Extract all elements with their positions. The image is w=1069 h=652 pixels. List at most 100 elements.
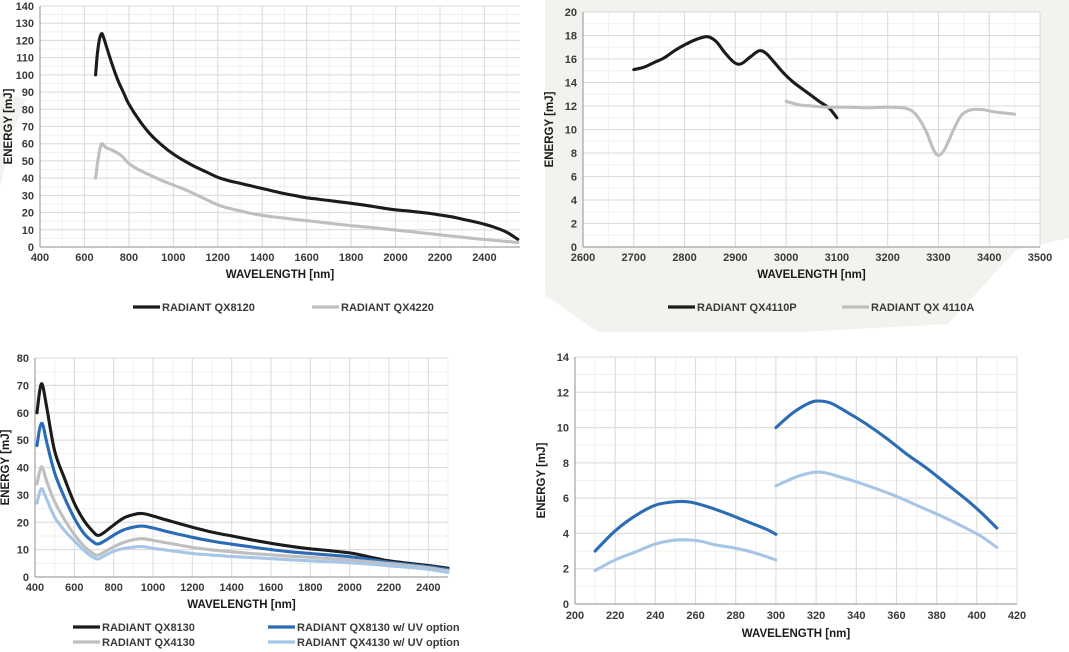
- x-tick-label: 3300: [926, 252, 950, 264]
- y-tick-label: 70: [17, 380, 29, 392]
- x-tick-label: 400: [968, 610, 986, 622]
- y-tick-label: 14: [565, 78, 578, 90]
- y-tick-label: 0: [571, 242, 577, 254]
- x-tick-label: 1400: [219, 582, 243, 594]
- y-tick-label: 2: [571, 219, 577, 231]
- y-tick-label: 8: [571, 148, 577, 160]
- background-wedge-left: [0, 92, 26, 188]
- y-tick-label: 0: [563, 599, 569, 611]
- y-axis-title: ENERGY [mJ]: [3, 88, 15, 164]
- series-line-radiant-qx-4110a: [784, 99, 1017, 157]
- x-tick-label: 2900: [723, 252, 747, 264]
- legend-label: RADIANT QX 4110A: [871, 302, 974, 314]
- y-tick-label: 100: [16, 70, 34, 82]
- x-tick-label: 1600: [259, 582, 283, 594]
- line-chart-top-right: 2600 2700 2800 2900 3000 3100 3200 3300 3400 3500…: [544, 7, 1052, 314]
- line-chart-bottom-left: 400 600 800 1000 1200 1400 1600 1800 2000 2200 240…: [0, 353, 460, 649]
- y-tick-label: 12: [557, 387, 569, 399]
- chart-energy-uv-range: 200 220 240 260 280 300 320 340 360 380 400 420 0 2 4 6…: [534, 330, 1069, 652]
- x-tick-label: 3400: [977, 252, 1001, 264]
- y-tick-label: 20: [565, 7, 577, 19]
- x-tick-label: 3000: [774, 252, 798, 264]
- x-tick-label: 3500: [1028, 252, 1052, 264]
- y-tick-label: 0: [28, 242, 34, 254]
- x-tick-label: 360: [887, 610, 905, 622]
- line-chart-top-left: 400 600 800 1000 1200 1400 1600 1800 2000 2200 240…: [3, 1, 520, 314]
- x-tick-label: 2200: [428, 252, 452, 264]
- y-tick-label: 140: [16, 1, 34, 13]
- y-tick-label: 40: [17, 463, 29, 475]
- series-line-radiant-qx4220: [94, 142, 520, 245]
- series-line-radiant-qx8130: [35, 382, 450, 570]
- x-tick-label: 340: [847, 610, 865, 622]
- x-tick-label: 1600: [294, 252, 318, 264]
- x-tick-label: 200: [566, 610, 584, 622]
- y-tick-label: 4: [563, 528, 570, 540]
- y-tick-label: 80: [22, 104, 34, 116]
- legend-label: RADIANT QX4130: [102, 637, 195, 649]
- y-tick-label: 10: [565, 125, 577, 137]
- x-tick-label: 2200: [377, 582, 401, 594]
- x-tick-label: 600: [75, 252, 93, 264]
- series-line-radiant-qx8120: [94, 31, 520, 241]
- x-tick-label: 260: [686, 610, 704, 622]
- y-tick-label: 2: [563, 564, 569, 576]
- x-tick-label: 2000: [337, 582, 361, 594]
- y-tick-label: 110: [16, 53, 34, 65]
- series-line-radiant-qx4110p: [632, 35, 839, 120]
- y-tick-label: 20: [17, 517, 29, 529]
- y-tick-label: 120: [16, 35, 34, 47]
- line-chart-bottom-right: 200 220 240 260 280 300 320 340 360 380 400 420 0 2 4 6…: [536, 352, 1026, 640]
- x-tick-label: 2000: [383, 252, 407, 264]
- x-tick-label: 800: [120, 252, 138, 264]
- y-tick-label: 80: [17, 353, 29, 365]
- y-axis-title: ENERGY [mJ]: [544, 91, 556, 167]
- y-axis-title: ENERGY [mJ]: [536, 442, 548, 518]
- y-tick-label: 10: [22, 225, 34, 237]
- x-tick-label: 1000: [141, 582, 165, 594]
- chart-energy-qx8130-family: 400 600 800 1000 1200 1400 1600 1800 2000 2200 240…: [0, 330, 534, 652]
- chart-energy-qx8120-qx4220: 400 600 800 1000 1200 1400 1600 1800 2000 2200 240…: [0, 0, 534, 330]
- y-tick-label: 40: [22, 173, 34, 185]
- y-tick-label: 18: [565, 31, 577, 43]
- y-tick-label: 50: [22, 156, 34, 168]
- y-tick-label: 90: [22, 87, 34, 99]
- y-tick-label: 0: [23, 572, 29, 584]
- y-tick-label: 6: [571, 172, 577, 184]
- x-tick-label: 1200: [180, 582, 204, 594]
- x-axis-title: WAVELENGTH [nm]: [742, 628, 851, 640]
- y-tick-label: 30: [22, 190, 34, 202]
- y-tick-label: 30: [17, 490, 29, 502]
- legend-label: RADIANT QX4110P: [697, 302, 797, 314]
- x-tick-label: 380: [927, 610, 945, 622]
- x-tick-label: 300: [767, 610, 785, 622]
- y-tick-label: 50: [17, 435, 29, 447]
- legend-label: RADIANT QX8130: [102, 622, 195, 634]
- chart-energy-qx4110p-qx4110a: 2600 2700 2800 2900 3000 3100 3200 3300 3400 3500…: [534, 0, 1069, 330]
- x-tick-label: 280: [727, 610, 745, 622]
- legend-label: RADIANT QX4130 w/ UV option: [297, 637, 460, 649]
- y-axis-title: ENERGY [mJ]: [0, 429, 12, 505]
- x-tick-label: 2400: [416, 582, 440, 594]
- x-tick-label: 2800: [672, 252, 696, 264]
- x-tick-label: 3200: [875, 252, 899, 264]
- x-tick-label: 2700: [622, 252, 646, 264]
- x-tick-label: 320: [807, 610, 825, 622]
- y-tick-label: 10: [557, 423, 569, 435]
- y-tick-label: 4: [571, 195, 578, 207]
- y-tick-label: 16: [565, 54, 577, 66]
- x-tick-label: 800: [104, 582, 122, 594]
- y-tick-label: 60: [22, 139, 34, 151]
- series-line-radiant-qx4130-w-uv-option: [35, 487, 450, 574]
- x-tick-label: 240: [646, 610, 664, 622]
- x-tick-label: 1400: [250, 252, 274, 264]
- x-tick-label: 600: [65, 582, 83, 594]
- y-tick-label: 130: [16, 18, 34, 30]
- legend-label: RADIANT QX8130 w/ UV option: [297, 622, 460, 634]
- y-tick-label: 70: [22, 122, 34, 134]
- series-line-radiant-qx4130: [35, 465, 450, 573]
- x-tick-label: 220: [606, 610, 624, 622]
- x-axis-title: WAVELENGTH [nm]: [757, 269, 866, 281]
- x-tick-label: 400: [31, 252, 49, 264]
- legend-label: RADIANT QX4220: [341, 302, 434, 314]
